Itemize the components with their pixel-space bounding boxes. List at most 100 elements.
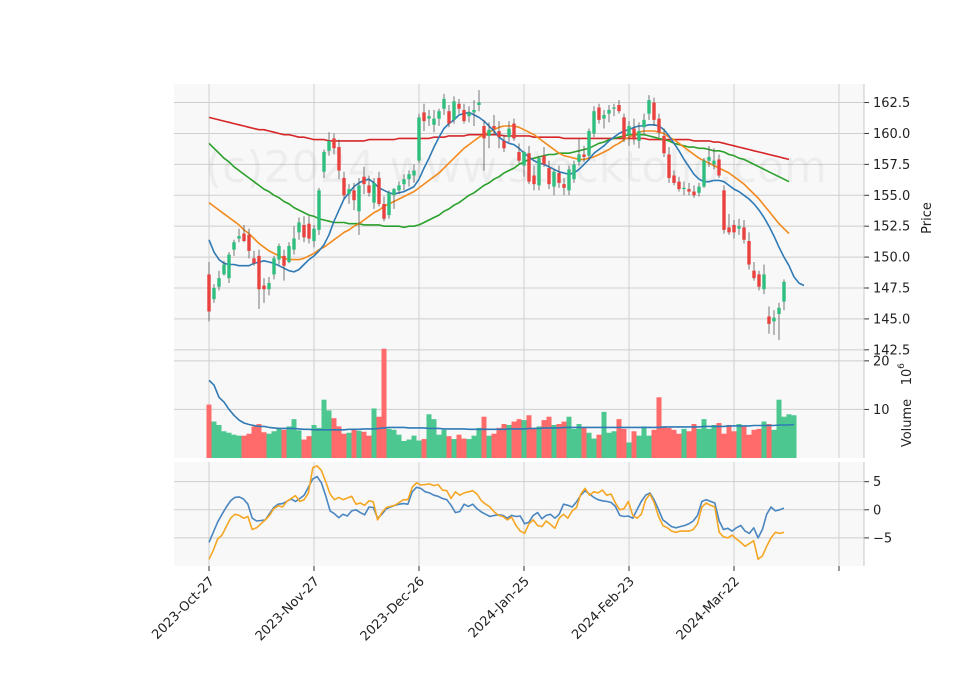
volume-bar xyxy=(346,432,352,458)
candle xyxy=(737,218,741,235)
candle xyxy=(232,239,236,256)
candle xyxy=(487,122,491,149)
candle xyxy=(777,302,781,340)
candle xyxy=(387,190,391,219)
candle-body xyxy=(722,190,726,230)
volume-bar xyxy=(306,436,312,458)
price-y-tick-label: 145.0 xyxy=(873,312,910,327)
candle xyxy=(687,182,691,196)
volume-bar xyxy=(596,434,602,458)
candle-body xyxy=(702,160,706,187)
candle-body xyxy=(322,152,326,172)
volume-bar xyxy=(246,433,252,458)
price-axis-label: Price xyxy=(920,202,935,234)
candle xyxy=(327,132,331,156)
candle-body xyxy=(497,130,501,138)
macd-y-tick-label: 5 xyxy=(873,475,881,490)
candle xyxy=(342,171,346,199)
volume-bar xyxy=(761,421,767,458)
candle-body xyxy=(272,258,276,275)
candle xyxy=(507,121,511,143)
candle-body xyxy=(377,177,381,204)
candle-body xyxy=(737,226,741,229)
candle xyxy=(362,166,366,195)
volume-bar xyxy=(251,426,257,458)
candle xyxy=(252,250,256,266)
candle-body xyxy=(257,255,261,290)
candle-body xyxy=(222,264,226,275)
volume-bar xyxy=(546,416,552,458)
volume-bar xyxy=(551,424,557,458)
candle-body xyxy=(357,185,361,212)
candle xyxy=(322,149,326,178)
candle xyxy=(622,113,626,143)
candle-body xyxy=(662,135,666,154)
candle-body xyxy=(772,317,776,322)
candle xyxy=(462,103,466,124)
candle xyxy=(447,105,451,128)
candle-body xyxy=(427,116,431,119)
price-panel xyxy=(174,84,864,356)
candle-body xyxy=(267,283,271,290)
candle xyxy=(347,184,351,204)
macd-y-tick-label: 0 xyxy=(873,503,881,518)
volume-bar xyxy=(391,429,397,458)
candle-body xyxy=(622,117,626,139)
volume-bar xyxy=(426,414,432,458)
candle-body xyxy=(387,192,391,216)
volume-bar xyxy=(331,418,337,458)
candle xyxy=(762,264,766,295)
volume-bar xyxy=(726,424,732,458)
candle xyxy=(617,100,621,114)
volume-bar xyxy=(416,440,422,458)
volume-bar xyxy=(556,424,562,458)
volume-bar xyxy=(571,428,577,458)
candle xyxy=(772,310,776,335)
candle xyxy=(492,114,496,135)
candle-body xyxy=(367,185,371,193)
volume-bar xyxy=(636,435,642,458)
volume-bar xyxy=(666,427,672,458)
candle xyxy=(337,139,341,180)
candle xyxy=(532,165,536,191)
volume-bar xyxy=(206,404,212,458)
volume-bar xyxy=(576,424,582,458)
volume-bar xyxy=(451,439,457,458)
candle xyxy=(682,181,686,196)
volume-bar xyxy=(381,348,387,458)
candle-body xyxy=(692,191,696,196)
volume-bar xyxy=(256,424,262,458)
volume-bar xyxy=(521,420,527,458)
candle-body xyxy=(337,147,341,171)
candle-body xyxy=(307,223,311,239)
candle-body xyxy=(237,236,241,239)
candle xyxy=(642,113,646,135)
volume-bar xyxy=(456,434,462,458)
candle-body xyxy=(732,224,736,233)
candle-body xyxy=(402,179,406,185)
candle xyxy=(702,158,706,188)
candle xyxy=(577,138,581,166)
candle-body xyxy=(637,130,641,141)
candle xyxy=(277,243,281,265)
candle-body xyxy=(397,185,401,191)
price-y-tick-label: 150.0 xyxy=(873,251,910,266)
candle xyxy=(732,220,736,239)
volume-bar xyxy=(531,428,537,458)
candle xyxy=(697,182,701,197)
volume-bar xyxy=(631,431,637,458)
candle xyxy=(632,118,636,145)
price-y-tick-label: 147.5 xyxy=(873,282,910,297)
candle-body xyxy=(757,274,761,287)
macd-panel xyxy=(174,462,864,566)
candle xyxy=(467,106,471,123)
candle-body xyxy=(607,109,611,114)
candle xyxy=(217,270,221,291)
volume-bar xyxy=(396,434,402,458)
volume-y-tick-label: 10 xyxy=(873,403,890,418)
volume-bar xyxy=(266,433,272,458)
candle-body xyxy=(467,112,471,117)
volume-bar xyxy=(226,432,232,458)
candle xyxy=(247,228,251,259)
candlesticks xyxy=(207,90,786,340)
